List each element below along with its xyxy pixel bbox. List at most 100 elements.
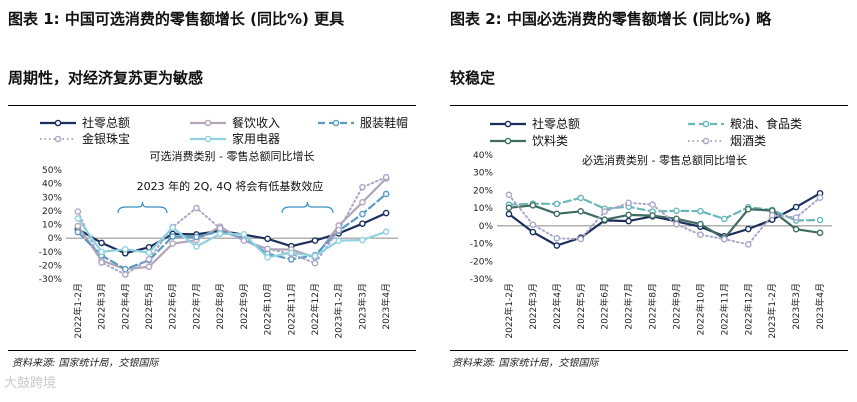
data-point <box>311 259 319 267</box>
y-tick-label: 0% <box>48 234 63 244</box>
series-line <box>76 217 388 259</box>
y-tick-label: 50% <box>42 166 62 176</box>
right-source-note: 资料来源: 国家统计局，交银国际 <box>452 358 599 369</box>
data-point <box>287 256 295 263</box>
y-tick-label: 30% <box>42 193 62 203</box>
data-point <box>792 225 800 233</box>
data-point <box>145 263 153 271</box>
chart-title: 必选消费类别 - 零售总额同比增长 <box>582 153 747 167</box>
data-point <box>145 255 153 263</box>
data-point <box>816 216 824 224</box>
y-tick-label: 10% <box>473 204 493 214</box>
y-tick-label: 40% <box>473 151 493 161</box>
data-point <box>74 215 82 222</box>
data-point <box>697 207 704 215</box>
right-title-line2: 较稳定 <box>450 69 496 87</box>
x-tick-label: 2022年12月 <box>742 283 754 335</box>
data-point <box>505 191 513 199</box>
data-point <box>264 254 271 261</box>
annotation-brace <box>281 201 334 214</box>
data-point <box>382 209 390 217</box>
data-point <box>264 245 271 253</box>
y-tick-label: 20% <box>42 207 62 217</box>
left-top-rule <box>8 105 416 106</box>
data-point <box>577 194 585 202</box>
legend-marker <box>504 120 512 128</box>
x-tick-label: 2022年11月 <box>718 283 730 335</box>
right-bottom-rule <box>450 350 848 351</box>
data-point <box>577 235 585 243</box>
legend-marker <box>204 119 212 127</box>
data-point <box>382 190 390 198</box>
data-point <box>721 235 728 243</box>
legend-label: 金银珠宝 <box>82 131 130 146</box>
data-point <box>359 236 366 244</box>
x-tick-label: 2022年11月 <box>285 283 297 335</box>
x-tick-label: 2022年8月 <box>647 283 659 330</box>
y-tick-label: -30% <box>39 275 63 285</box>
data-point <box>553 210 561 218</box>
x-tick-label: 2022年1-2月 <box>503 283 515 339</box>
x-tick-label: 2022年5月 <box>575 283 587 330</box>
data-point <box>792 203 800 211</box>
data-point <box>553 234 561 242</box>
y-tick-label: -30% <box>470 275 494 285</box>
data-point <box>193 243 200 250</box>
x-tick-label: 2022年9月 <box>670 283 682 330</box>
left-bottom-rule <box>8 350 416 351</box>
series-3 <box>74 190 390 273</box>
data-point <box>625 211 632 219</box>
data-point <box>816 229 824 237</box>
data-point <box>649 212 656 219</box>
x-tick-label: 2022年5月 <box>143 283 155 330</box>
y-tick-label: -10% <box>470 240 494 250</box>
x-tick-label: 2023年3月 <box>790 283 802 330</box>
y-tick-label: -10% <box>39 248 63 258</box>
legend-marker <box>54 119 62 127</box>
x-tick-label: 2022年6月 <box>599 283 611 330</box>
legend-label: 烟酒类 <box>730 134 766 148</box>
data-point <box>529 221 537 228</box>
data-point <box>98 259 105 266</box>
data-point <box>311 252 319 260</box>
series-3 <box>505 202 824 242</box>
data-point <box>121 265 129 273</box>
annotation-text: 2023 年的 2Q, 4Q 将会有低基数效应 <box>137 179 324 193</box>
legend-label: 餐饮收入 <box>232 115 280 130</box>
data-point <box>169 240 177 247</box>
x-tick-label: 2023年4月 <box>380 283 392 330</box>
data-point <box>553 200 561 208</box>
data-point <box>359 198 366 206</box>
legend-marker <box>702 120 710 128</box>
x-tick-label: 2022年8月 <box>214 283 226 330</box>
data-point <box>359 183 366 191</box>
watermark: 大鼓跨境 <box>4 376 57 391</box>
data-point <box>697 231 704 239</box>
data-point <box>625 199 632 207</box>
legend-marker <box>332 119 340 127</box>
data-point <box>240 231 248 238</box>
right-top-rule <box>450 105 848 106</box>
legend-label: 社零总额 <box>532 116 580 131</box>
right-title-line1: 图表 2: 中国必选消费的零售额增长 (同比%) 略 <box>450 10 772 28</box>
x-tick-label: 2022年6月 <box>167 283 179 330</box>
data-point <box>625 217 632 225</box>
y-tick-label: 0% <box>479 222 494 232</box>
legend-marker <box>702 137 710 145</box>
data-point <box>529 202 537 209</box>
data-point <box>768 211 776 219</box>
data-point <box>311 237 319 244</box>
data-point <box>74 222 82 230</box>
y-tick-label: 40% <box>42 180 62 190</box>
x-tick-label: 2022年9月 <box>238 283 250 330</box>
data-point <box>697 220 704 228</box>
data-point <box>744 241 752 248</box>
x-tick-label: 2023年1-2月 <box>766 283 778 339</box>
annotation-brace <box>117 201 168 214</box>
y-tick-label: -20% <box>470 257 494 267</box>
data-point <box>98 239 105 247</box>
data-point <box>505 204 513 212</box>
data-point <box>577 208 585 215</box>
x-tick-label: 2022年3月 <box>96 283 108 330</box>
data-point <box>335 237 343 245</box>
